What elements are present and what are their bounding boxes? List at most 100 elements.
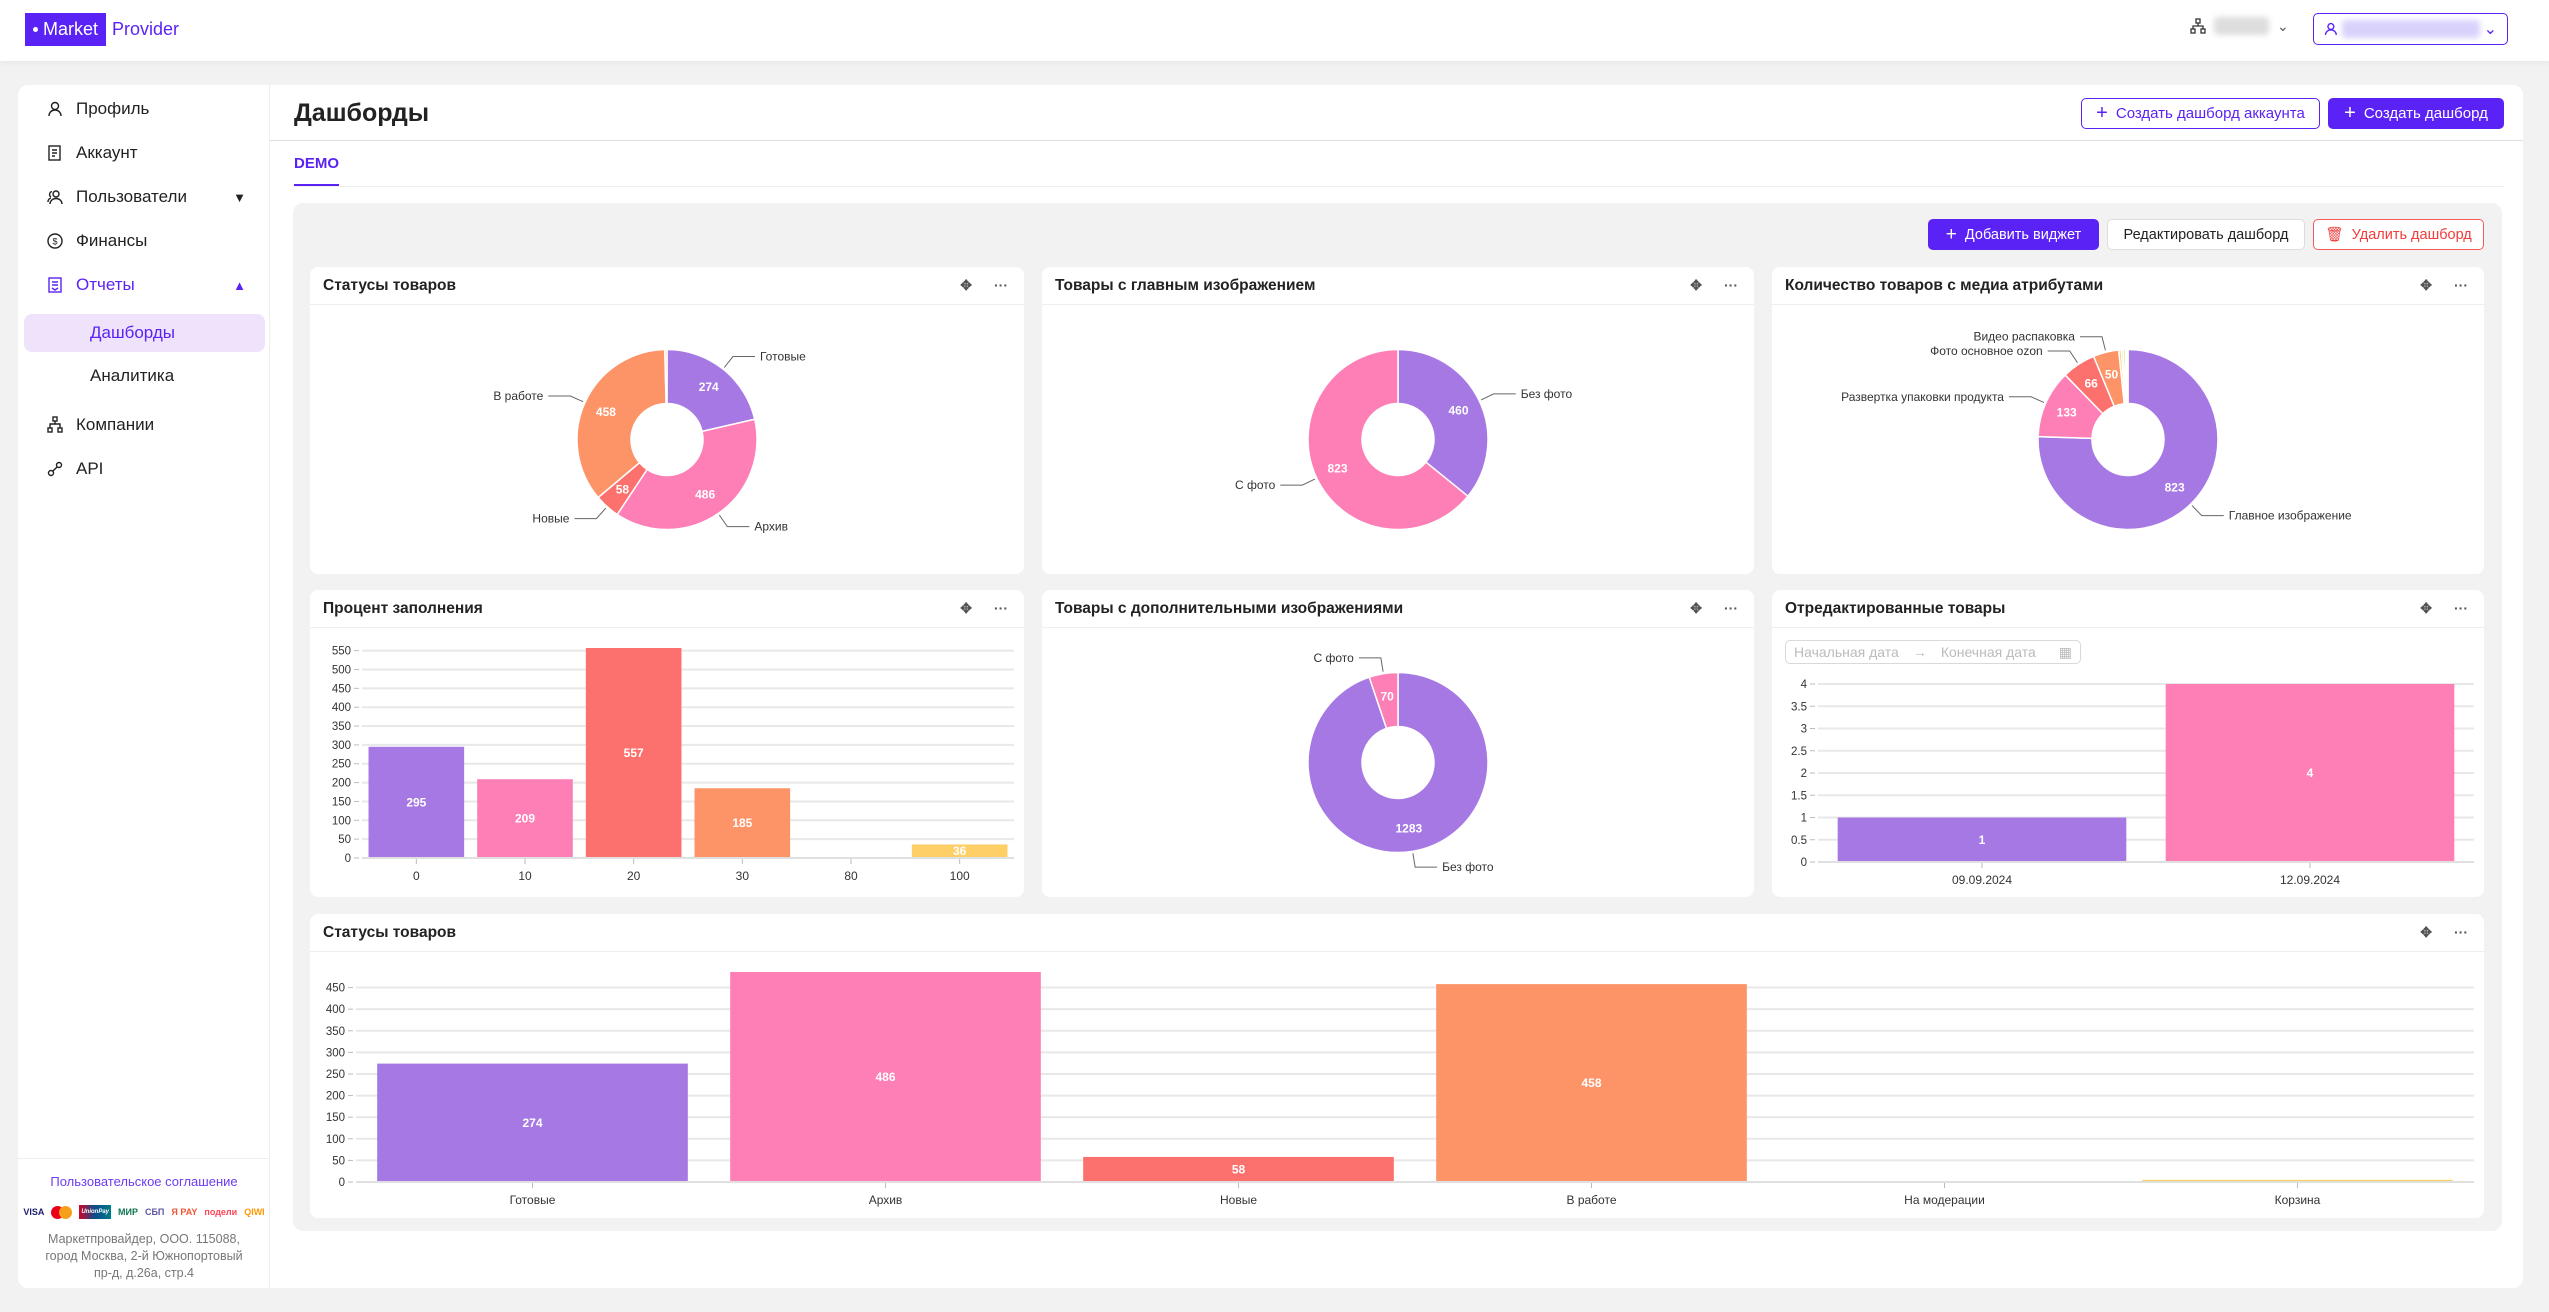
more-options-icon[interactable]: ··· [994, 277, 1008, 293]
pie-slice[interactable] [1397, 348, 1489, 498]
org-icon [2190, 18, 2206, 34]
start-date-input[interactable]: Начальная дата [1794, 644, 1899, 660]
more-options-icon[interactable]: ··· [1724, 277, 1738, 293]
bar[interactable] [730, 972, 1041, 1182]
slice-name-label: Архив [754, 520, 788, 534]
y-tick-label: 1.5 [1791, 790, 1807, 802]
pie-slice[interactable] [1307, 348, 1469, 531]
widget-header[interactable]: Количество товаров с медиа атрибутами ✥ ··… [1772, 267, 2484, 305]
widget-product-statuses-pie: Статусы товаров ✥ ··· 274 Готовые 486 Архив 58 Н… [310, 267, 1024, 574]
widget-header[interactable]: Товары с дополнительными изображениями ✥ ·… [1042, 590, 1754, 628]
pie-slice[interactable] [2126, 348, 2129, 405]
widget-media-attributes-pie: Количество товаров с медиа атрибутами ✥ ··… [1772, 267, 2484, 574]
bar[interactable] [377, 1063, 688, 1182]
date-range-picker[interactable]: Начальная дата → Конечная дата ▦ [1785, 640, 2081, 664]
more-options-icon[interactable]: ··· [1724, 600, 1738, 616]
bar[interactable] [2142, 1179, 2453, 1182]
visa-logo: VISA [23, 1207, 45, 1217]
document-icon [48, 145, 61, 161]
company-address: Маркетпровайдер, ООО. 115088, город Моск… [45, 1232, 243, 1280]
move-icon[interactable]: ✥ [1690, 600, 1702, 616]
bar[interactable] [585, 648, 682, 858]
y-tick-label: 450 [326, 983, 345, 995]
bar[interactable] [911, 844, 1008, 858]
company-selector[interactable]: ⌄ [2190, 17, 2289, 35]
sidebar-item-account[interactable]: Аккаунт [46, 143, 256, 163]
sidebar-item-api[interactable]: API [46, 459, 256, 479]
logo[interactable]: Market Provider [25, 13, 179, 46]
sidebar-item-analytics[interactable]: Аналитика [90, 366, 175, 385]
y-tick-label: 400 [326, 1004, 345, 1016]
unionpay-logo: UnionPay [79, 1205, 111, 1219]
widget-header[interactable]: Статусы товаров ✥ ··· [310, 914, 2484, 952]
bar[interactable] [1837, 817, 2127, 863]
chevron-down-icon[interactable]: ▼ [233, 189, 246, 205]
sidebar-item-finance[interactable]: $ Финансы [46, 231, 256, 251]
pie-slice[interactable] [664, 348, 668, 405]
sidebar-item-profile[interactable]: Профиль [46, 99, 256, 119]
sidebar-item-companies[interactable]: Компании [46, 415, 256, 435]
pie-slice[interactable] [1368, 671, 1399, 730]
bar-value-label: 185 [732, 816, 752, 830]
slice-value-label: 58 [616, 482, 630, 496]
sidebar-item-users[interactable]: Пользователи ▼ [46, 187, 256, 207]
pie-slice[interactable] [616, 418, 758, 531]
more-options-icon[interactable]: ··· [2454, 600, 2468, 616]
chevron-up-icon[interactable]: ▲ [233, 277, 246, 293]
move-icon[interactable]: ✥ [2420, 600, 2432, 616]
chart-canvas: 823 Главное изображение 133 Развертка упако… [1841, 330, 2352, 531]
slice-value-label: 823 [2165, 481, 2185, 495]
user-agreement-link[interactable]: Пользовательское соглашение [50, 1174, 238, 1189]
bar[interactable] [2165, 684, 2455, 862]
user-menu[interactable]: ⌄ [2313, 13, 2508, 45]
edit-dashboard-button[interactable]: Редактировать дашборд [2107, 219, 2305, 250]
bar-value-label: 58 [1232, 1162, 1246, 1176]
more-options-icon[interactable]: ··· [994, 600, 1008, 616]
leader-line [2008, 396, 2045, 403]
bar-value-label: 1 [1979, 833, 1986, 847]
move-icon[interactable]: ✥ [960, 600, 972, 616]
widget-header[interactable]: Отредактированные товары ✥ ··· [1772, 590, 2484, 628]
bar[interactable] [368, 746, 465, 858]
y-tick-label: 100 [332, 815, 351, 827]
page-title: Дашборды [294, 99, 430, 127]
y-tick-label: 400 [332, 702, 351, 714]
move-icon[interactable]: ✥ [2420, 924, 2432, 940]
main-content: Дашборды + Создать дашборд аккаунта + Созд… [270, 85, 2523, 1288]
slice-name-label: Главное изображение [2229, 509, 2352, 523]
tab-demo[interactable]: DEMO [294, 155, 339, 187]
widget-title: Количество товаров с медиа атрибутами [1785, 276, 2104, 294]
more-options-icon[interactable]: ··· [2454, 277, 2468, 293]
delete-dashboard-button[interactable]: 🗑 Удалить дашборд [2313, 219, 2484, 250]
pie-slice[interactable] [576, 348, 667, 499]
end-date-input[interactable]: Конечная дата [1940, 644, 2036, 660]
bar[interactable] [1436, 984, 1747, 1182]
widget-header[interactable]: Товары с главным изображением ✥ ··· [1042, 267, 1754, 305]
x-tick-label: Новые [1220, 1193, 1257, 1207]
move-icon[interactable]: ✥ [1690, 277, 1702, 293]
pie-slice[interactable] [666, 348, 756, 433]
slice-value-label: 823 [1327, 461, 1347, 475]
pie-slice[interactable] [1307, 671, 1489, 854]
widget-header[interactable]: Процент заполнения ✥ ··· [310, 590, 1024, 628]
y-tick-label: 300 [326, 1047, 345, 1059]
y-tick-label: 250 [332, 759, 351, 771]
bar[interactable] [477, 779, 573, 858]
create-dashboard-button[interactable]: + Создать дашборд [2328, 98, 2504, 129]
move-icon[interactable]: ✥ [2420, 277, 2432, 293]
move-icon[interactable]: ✥ [960, 277, 972, 293]
widget-header[interactable]: Статусы товаров ✥ ··· [310, 267, 1024, 305]
bar[interactable] [694, 788, 791, 858]
sidebar-item-reports[interactable]: Отчеты ▲ [46, 275, 256, 295]
yandex-pay-logo: Я PAY [171, 1207, 198, 1217]
x-tick-label: 20 [627, 869, 641, 883]
add-widget-button[interactable]: + Добавить виджет [1928, 219, 2099, 250]
bar[interactable] [1083, 1156, 1394, 1182]
pie-slice[interactable] [2037, 348, 2219, 531]
y-tick-label: 50 [332, 1155, 345, 1167]
create-account-dashboard-button[interactable]: + Создать дашборд аккаунта [2081, 98, 2320, 129]
leader-line [1280, 478, 1316, 486]
sidebar-item-dashboards[interactable]: Дашборды [24, 314, 265, 352]
more-options-icon[interactable]: ··· [2454, 924, 2468, 940]
user-icon [48, 101, 62, 117]
